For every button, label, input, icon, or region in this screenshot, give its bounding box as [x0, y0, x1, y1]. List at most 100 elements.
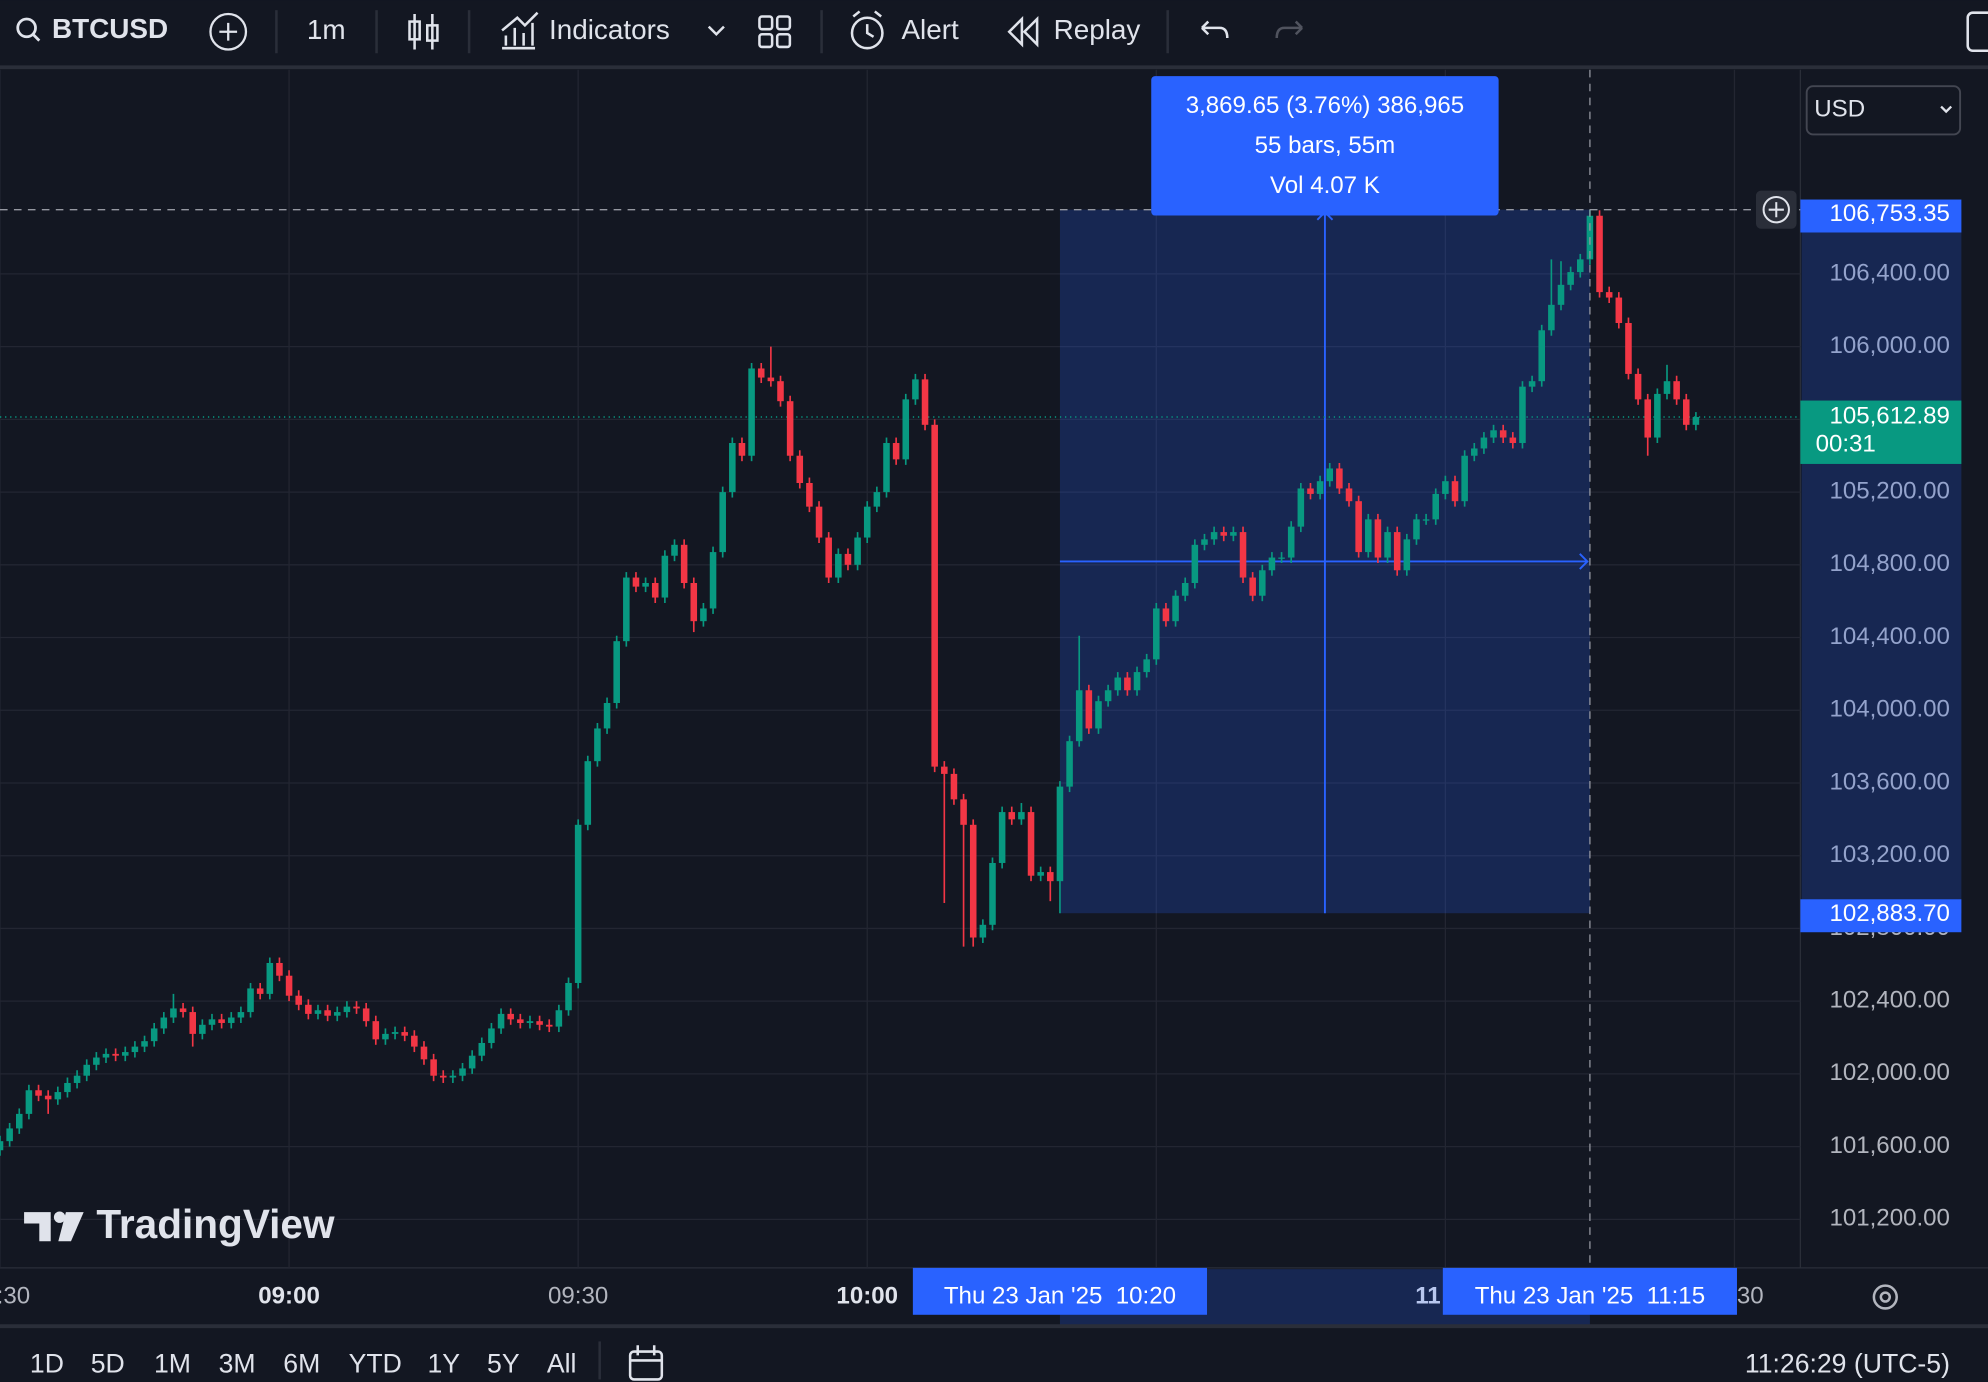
candle-body [1018, 812, 1025, 820]
currency[interactable]: USD [1814, 96, 1865, 123]
time-label: Thu 23 Jan '25 10:20 [944, 1282, 1176, 1309]
candle-body [989, 862, 996, 925]
candle-body [1528, 381, 1536, 387]
candle-body [526, 1021, 534, 1023]
candle-body [420, 1046, 428, 1060]
candle-body [227, 1017, 235, 1023]
candle-body [863, 506, 871, 538]
replay-button[interactable]: Replay [1007, 14, 1141, 48]
chart-type-button[interactable] [408, 13, 439, 50]
candle-body [401, 1032, 408, 1036]
candle-body [73, 1075, 81, 1083]
candle-body [1548, 304, 1555, 331]
symbol[interactable]: BTCUSD [52, 13, 168, 44]
indicators[interactable]: Indicators [549, 14, 670, 45]
candle-body [218, 1019, 225, 1023]
candle-body [343, 1006, 351, 1013]
candle-body [150, 1028, 158, 1042]
x-tick-label: 08:30 [0, 1282, 30, 1309]
candle-body [545, 1024, 553, 1027]
y-tick-label: 104,800.00 [1829, 550, 1950, 577]
range-button[interactable]: 5D [91, 1349, 125, 1379]
candle-body [1287, 526, 1295, 558]
range-button[interactable]: All [547, 1349, 577, 1379]
candle-body [295, 995, 302, 1005]
add-symbol[interactable] [209, 12, 248, 51]
candle-body [960, 799, 967, 825]
candle-body [1181, 582, 1189, 596]
search-icon [31, 33, 41, 42]
candle-body [1133, 672, 1141, 691]
candle-body [497, 1013, 505, 1029]
candle-body [921, 379, 929, 425]
measure-info: 3,869.65 (3.76%) 386,965 [1186, 92, 1464, 119]
settings-button[interactable] [1872, 1284, 1898, 1310]
range-button[interactable]: 6M [283, 1349, 320, 1379]
candle-body [121, 1052, 129, 1056]
candle-body [1326, 468, 1334, 482]
candle-body [835, 553, 842, 578]
currency-select[interactable] [1805, 85, 1962, 136]
candle-body [93, 1057, 100, 1065]
candle-body [54, 1092, 62, 1100]
measure-low-label-box [1800, 899, 1962, 933]
side-panel-button[interactable] [1966, 11, 1988, 52]
indicators-button[interactable]: Indicators [501, 11, 725, 50]
candle-body [1201, 539, 1208, 545]
candle-body [517, 1019, 524, 1023]
candle-body [102, 1053, 110, 1058]
candle-body [671, 544, 678, 556]
candle-body [1374, 519, 1382, 558]
candle-body [1239, 532, 1247, 578]
candle-body [1037, 872, 1044, 876]
y-tick-label: 102,000.00 [1829, 1059, 1950, 1086]
time-label: Thu 23 Jan '25 11:15 [1475, 1282, 1705, 1309]
measure-info-box [1151, 76, 1499, 216]
candle-body [237, 1012, 245, 1018]
candle-body [709, 552, 717, 609]
candle-body [1461, 455, 1468, 502]
candle-body [719, 492, 726, 553]
candle-body [1673, 381, 1680, 400]
candle-body [1634, 373, 1642, 400]
candle-body [179, 1008, 187, 1013]
candle-body [555, 1010, 563, 1027]
last-price-label: 105,612.89 [1829, 402, 1950, 429]
symbol-search[interactable]: BTCUSD [16, 13, 168, 44]
candle-body [1114, 677, 1122, 691]
goto-date-button[interactable] [628, 1345, 664, 1381]
countdown: 00:31 [1816, 430, 1876, 457]
candle-body [1557, 284, 1565, 305]
candle-body [468, 1055, 476, 1069]
time-label-box [912, 1267, 1208, 1315]
range-button[interactable]: 3M [219, 1349, 256, 1379]
candle-body [1365, 519, 1372, 553]
redo-button[interactable] [1275, 20, 1303, 39]
candle-body [1538, 330, 1546, 382]
candle-body [1519, 386, 1526, 444]
range-button[interactable]: 1M [154, 1349, 191, 1379]
candle-body [362, 1008, 370, 1022]
candle-body [141, 1041, 148, 1047]
alert[interactable]: Alert [901, 14, 959, 45]
range-button[interactable]: 5Y [487, 1349, 520, 1379]
range-button[interactable]: YTD [349, 1349, 402, 1379]
alert-button[interactable]: Alert [850, 10, 959, 50]
candle-body [208, 1019, 216, 1025]
candle-body [305, 1004, 312, 1014]
candle-body [64, 1082, 71, 1093]
candle-body [44, 1095, 52, 1100]
candle-body [15, 1113, 23, 1129]
undo-button[interactable] [1201, 20, 1229, 39]
range-button[interactable]: 1D [30, 1349, 64, 1379]
range-button[interactable]: 1Y [427, 1349, 460, 1379]
currency-arrow [1940, 105, 1953, 114]
candle-body [642, 582, 649, 587]
layouts-button[interactable] [758, 15, 792, 49]
interval[interactable]: 1m [307, 14, 346, 45]
candle-body [1451, 481, 1459, 502]
candle-body [979, 924, 987, 938]
replay[interactable]: Replay [1054, 14, 1141, 45]
candle-body [1191, 544, 1199, 583]
